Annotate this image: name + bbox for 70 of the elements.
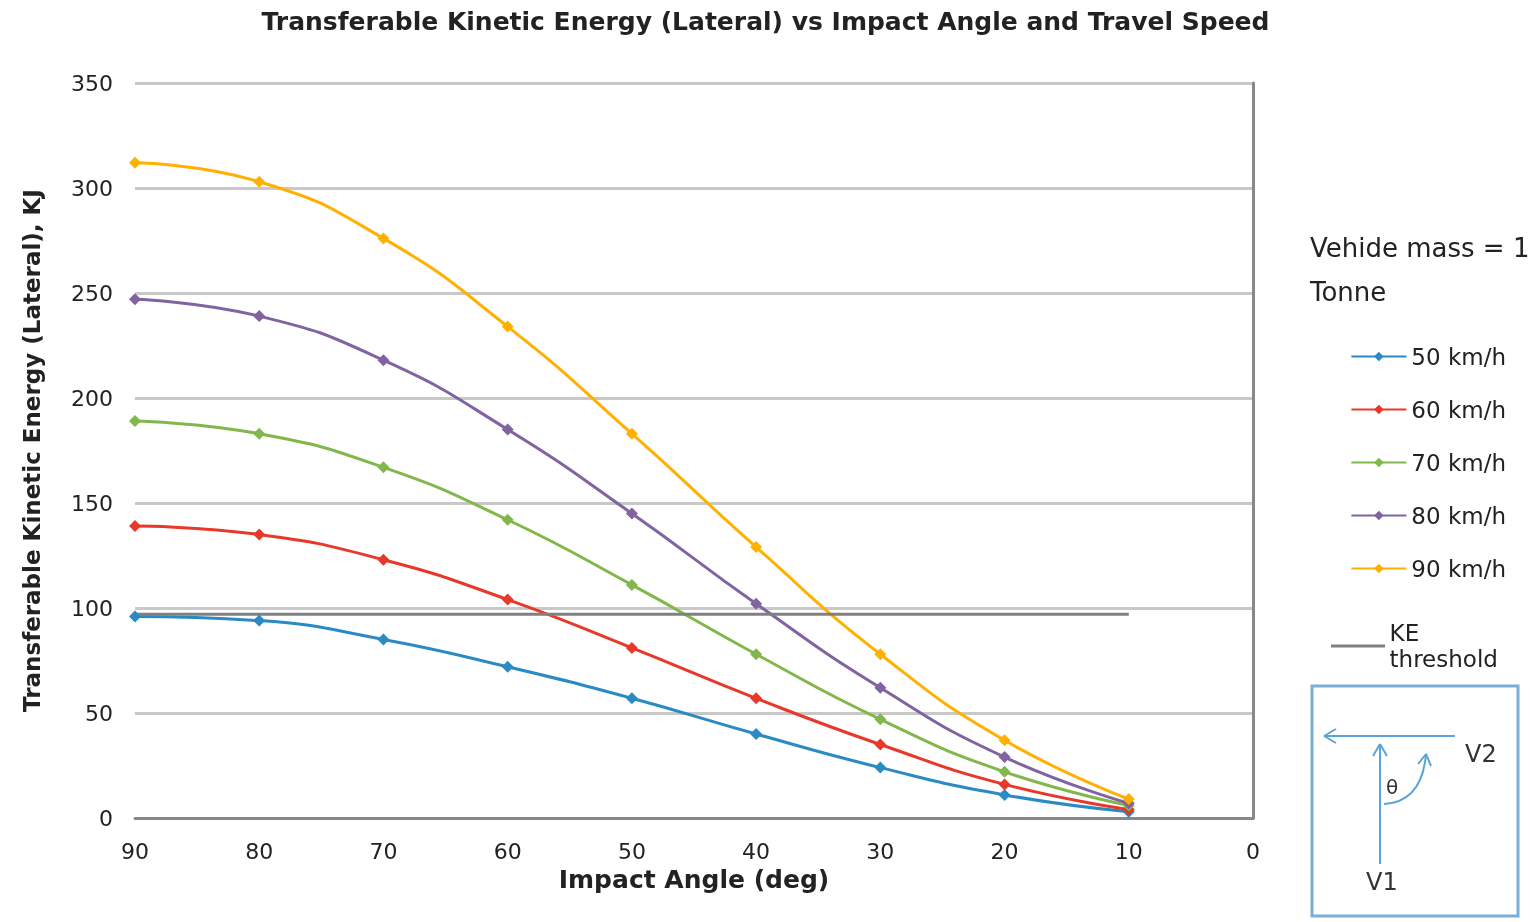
point [501,423,514,436]
y-tick-label: 150 [71,490,113,516]
point [998,778,1011,791]
point [501,513,514,526]
x-tick-label: 90 [121,838,149,864]
chart-title: Transferable Kinetic Energy (Lateral) vs Impact Angle and Travel Speed [261,7,1270,36]
x-tick-label: 20 [990,838,1019,864]
point [625,692,638,705]
point [874,761,887,774]
point [750,728,763,740]
x-tick-label: 40 [742,838,771,864]
point [625,578,638,591]
point [501,593,514,606]
point [129,415,141,428]
point [501,660,514,673]
y-tick-label: 0 [99,805,113,831]
point [377,633,390,646]
point [998,751,1011,764]
y-tick-label: 50 [85,700,113,726]
point [874,713,887,726]
point [998,734,1011,747]
point [750,597,763,610]
legend-label: 60 km/h [1411,396,1507,423]
point [1122,793,1135,806]
point [501,320,514,333]
angle-diagram: V2 θ V1 [1310,684,1522,920]
point [377,553,390,566]
point [129,156,141,169]
point [625,507,638,520]
legend-label: 50 km/h [1411,343,1507,370]
y-tick-label: 100 [71,595,113,621]
legend-label: 90 km/h [1411,555,1507,582]
y-tick-label: 250 [71,280,113,306]
y-tick-label: 200 [71,385,113,411]
y-axis-title: Transferable Kinetic Energy (Lateral), KJ [18,189,45,712]
point [874,681,887,694]
point [998,788,1011,801]
point [874,648,887,661]
point [253,310,266,323]
text: Vehide mass = 1 Tonne [1310,232,1530,309]
x-tick-label: 80 [245,838,274,864]
point [750,692,763,705]
x-tick-label: 70 [369,838,398,864]
point [129,293,141,306]
x-tick-label: 60 [493,838,522,864]
legend-label: 80 km/h [1411,502,1507,529]
point [377,354,390,367]
point [750,648,763,661]
x-tick-label: 50 [617,838,646,864]
point [750,541,763,554]
point [625,427,638,440]
point [253,175,266,188]
point [377,232,390,245]
x-tick-label: 30 [866,838,895,864]
point [253,528,266,541]
point [998,765,1011,778]
x-tick-label: 0 [1246,838,1260,864]
legend-label: KE threshold [1389,620,1499,672]
legend-label: 70 km/h [1411,449,1507,476]
point [129,610,141,623]
y-tick-label: 350 [71,70,113,96]
x-tick-label: 10 [1114,838,1143,864]
x-axis-title: Impact Angle (deg) [558,864,830,894]
y-tick-label: 300 [71,175,113,201]
point [625,641,638,654]
point [377,461,390,474]
point [253,427,266,440]
point [874,738,887,751]
point [253,614,266,627]
point [129,520,141,533]
